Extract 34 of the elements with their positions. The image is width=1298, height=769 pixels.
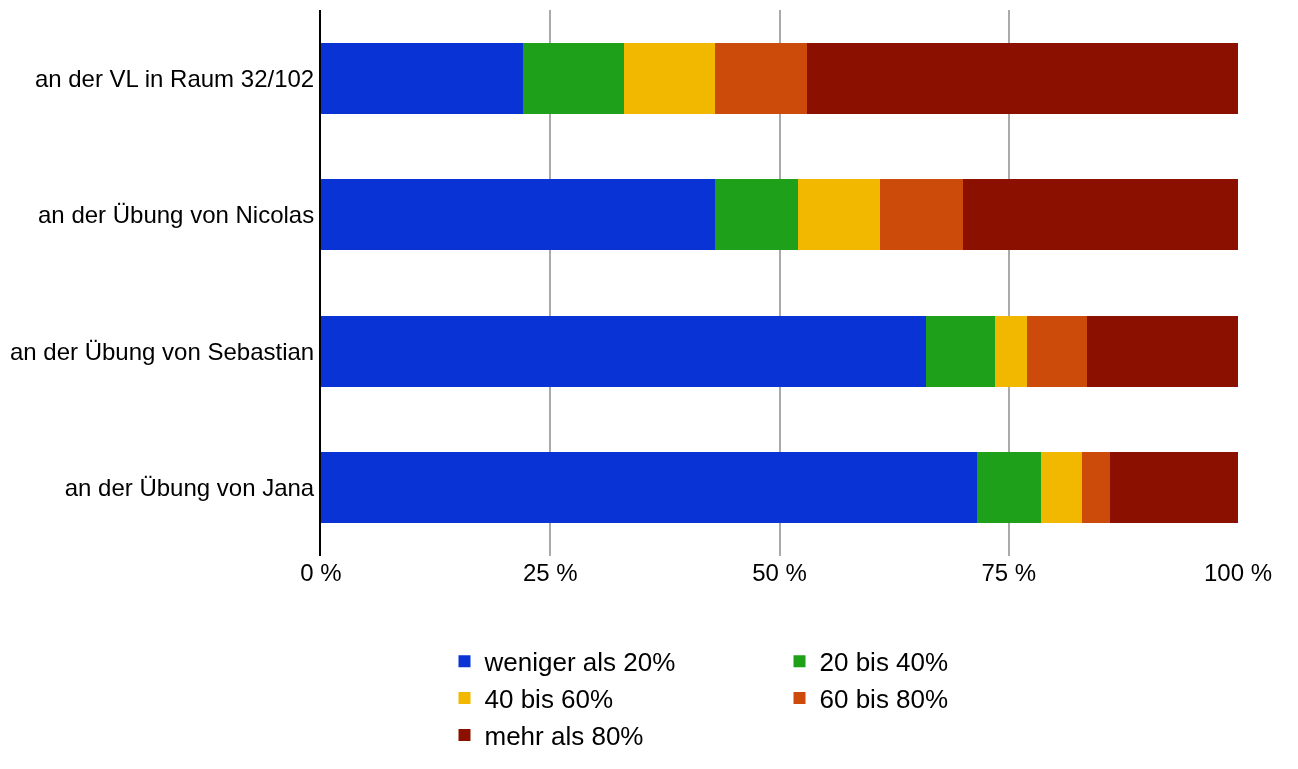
bar bbox=[1040, 452, 1083, 524]
bar bbox=[962, 179, 1238, 251]
bar bbox=[880, 179, 963, 251]
bar bbox=[522, 42, 624, 114]
bar bbox=[321, 179, 716, 251]
legend-label: mehr als 80% bbox=[484, 721, 644, 752]
bar bbox=[926, 315, 995, 387]
bar bbox=[321, 42, 523, 114]
legend-label: 20 bis 40% bbox=[819, 647, 949, 678]
x-tick-label: 75 % bbox=[981, 559, 1037, 586]
bar bbox=[715, 179, 798, 251]
bar bbox=[623, 42, 716, 114]
x-tick-label: 25 % bbox=[522, 559, 578, 586]
bar bbox=[321, 452, 977, 524]
x-tick-label: 50 % bbox=[752, 559, 807, 586]
bar bbox=[715, 42, 808, 114]
y-tick-label: an der VL in Raum 32/102 bbox=[34, 64, 315, 92]
legend-label: 40 bis 60% bbox=[484, 684, 614, 715]
legend-label: 60 bis 80% bbox=[819, 684, 949, 715]
y-tick-label: an der Übung von Jana bbox=[64, 474, 315, 502]
bar bbox=[1086, 315, 1238, 387]
bar bbox=[976, 452, 1041, 524]
bar bbox=[995, 315, 1028, 387]
y-tick-label: an der Übung von Sebastian bbox=[9, 337, 315, 365]
bar bbox=[797, 179, 881, 251]
bar bbox=[1082, 452, 1110, 524]
bar bbox=[1109, 452, 1238, 524]
bar bbox=[1027, 315, 1087, 387]
x-tick-label: 100 % bbox=[1203, 559, 1273, 586]
x-tick-label: 0 % bbox=[300, 559, 342, 586]
y-tick-label: an der Übung von Nicolas bbox=[38, 201, 315, 229]
bar bbox=[807, 42, 1238, 114]
bar bbox=[321, 315, 927, 387]
legend-label: weniger als 20% bbox=[483, 647, 676, 678]
